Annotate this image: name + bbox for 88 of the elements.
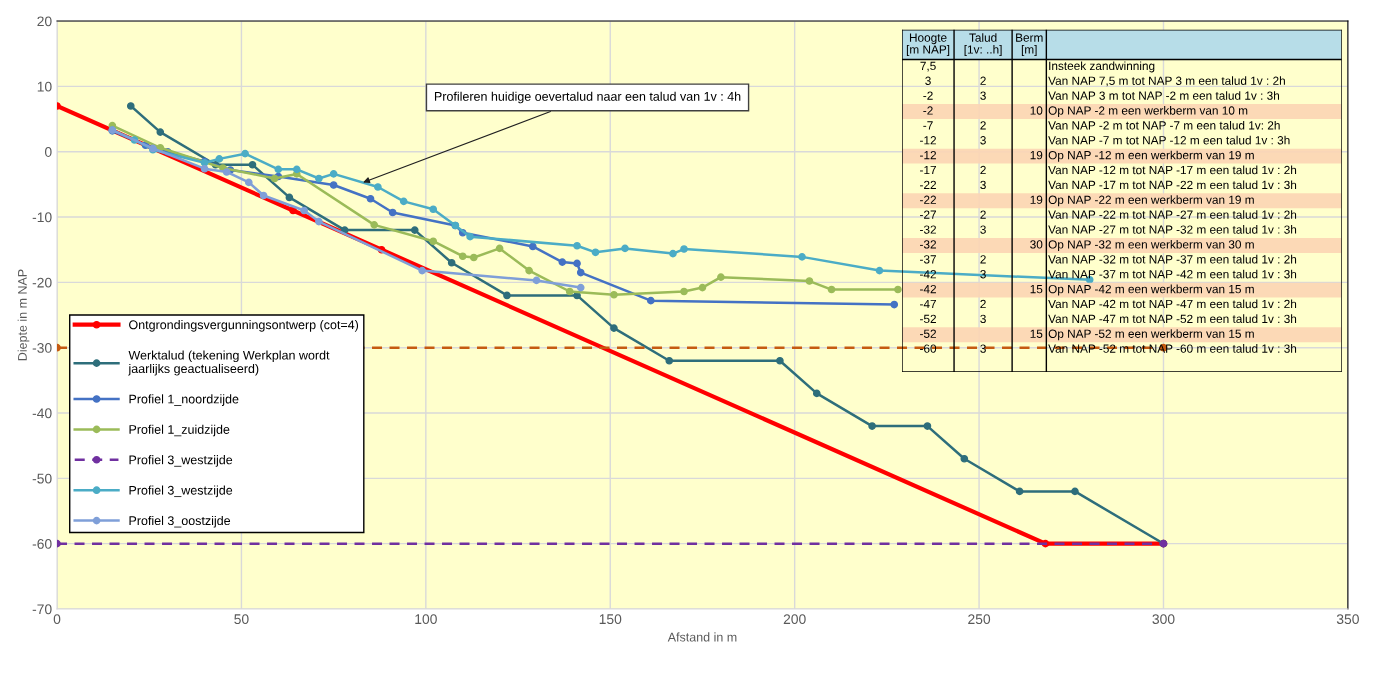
text: Op NAP -42 m een werkberm van 15 m [1048,284,1254,296]
text: 30 [1030,240,1043,249]
text: 3 [980,136,986,145]
text: -37 [920,255,936,264]
category-label: Berm [m] [1016,33,1043,57]
x-tick-label: 200 [783,614,806,625]
text: 19 [1030,150,1043,160]
y-tick-label: -20 [32,277,52,288]
text: 2 [980,165,986,175]
x-tick-label: 150 [599,614,622,625]
text: Van NAP -2 m tot NAP -7 m een talud 1v: 2h [1048,120,1280,130]
legend-label: Profiel 1_zuidzijde [129,424,230,437]
text: -47 [920,299,936,309]
text: -32 [920,240,936,249]
text: Op NAP -2 m een werkberm van 10 m [1048,106,1248,118]
text: -22 [920,195,936,204]
y-tick-label: 20 [37,16,52,27]
y-tick-label: 0 [44,147,52,157]
text: -12 [920,136,936,145]
x-tick-label: 0 [53,614,61,625]
category-label: Talud [1v: ..h] [964,33,1002,57]
text: 2 [980,255,986,264]
text: Van NAP -47 m tot NAP -52 m een talud 1v : 3h [1048,314,1297,324]
category-label: Hoogte [m NAP] [906,33,950,57]
legend-label: Profiel 3_westzijde [129,485,233,498]
text: 3 [980,225,986,234]
text: Van NAP -22 m tot NAP -27 m een talud 1v : 2h [1048,210,1297,219]
text: -12 [920,150,936,160]
legend-label: Ontgrondingsvergunningsontwerp (cot=4) [129,320,359,332]
x-tick-label: 300 [1152,614,1175,625]
text: Van NAP 3 m tot NAP -2 m een talud 1v : 3h [1048,91,1280,100]
x-axis-title: Afstand in m [667,632,737,642]
text: Op NAP -12 m een werkberm van 19 m [1048,150,1254,162]
text: 3 [925,76,931,85]
text: Van NAP -17 m tot NAP -22 m een talud 1v : 3h [1048,180,1297,190]
text: Van NAP 7,5 m tot NAP 3 m een talud 1v : 2h [1048,76,1285,87]
y-axis-title: Diepte in m NAP [17,269,30,361]
y-tick-label: -60 [32,538,52,549]
text: Van NAP -32 m tot NAP -37 m een talud 1v : 2h [1048,254,1297,264]
x-tick-label: 350 [1336,614,1359,625]
text: 15 [1030,285,1043,294]
text: Van NAP -42 m tot NAP -47 m een talud 1v : 2h [1048,299,1297,309]
text: -52 [920,329,936,338]
text: -2 [923,91,933,100]
text: 19 [1030,195,1043,204]
text: -52 [920,314,936,324]
text: -27 [920,210,936,219]
text: Van NAP -7 m tot NAP -12 m een talud 1v : 3h [1048,135,1290,145]
y-tick-label: -10 [32,212,52,223]
text: 3 [980,270,986,279]
legend-label: Profiel 3_westzijde [129,455,233,467]
annotation: Profileren huidige oevertalud naar een talud van 1v : 4h [434,91,741,104]
text: 3 [980,314,986,324]
text: 3 [980,180,986,190]
text: -42 [920,284,936,294]
text: 2 [980,121,986,130]
text: 3 [980,91,986,100]
text: -60 [920,344,937,353]
text: -7 [923,121,933,130]
text: 2 [980,299,986,309]
text: Op NAP -22 m een werkberm van 19 m [1048,195,1254,207]
text: -17 [920,165,936,175]
text: 10 [1030,106,1043,115]
text: -32 [920,225,936,234]
text: 15 [1030,329,1043,338]
x-tick-label: 50 [234,614,249,625]
text: 2 [980,76,986,85]
text: Van NAP -12 m tot NAP -17 m een talud 1v : 2h [1048,165,1297,175]
text: Op NAP -52 m een werkberm van 15 m [1048,329,1254,341]
y-tick-label: -50 [32,473,52,484]
text: -22 [920,180,936,189]
x-tick-label: 250 [968,614,991,625]
text: 2 [980,210,986,219]
y-tick-label: 10 [37,81,52,92]
y-tick-label: -30 [32,343,52,353]
text: Insteek zandwinning [1049,61,1155,73]
y-tick-label: -70 [32,604,52,615]
legend-label: Profiel 1_noordzijde [129,394,239,406]
text: Op NAP -32 m een werkberm van 30 m [1048,239,1254,251]
x-tick-label: 100 [415,614,437,625]
legend-label: Profiel 3_oostzijde [129,515,231,528]
text: -2 [923,106,933,115]
legend-label: Werktalud (tekening Werkplan wordt jaarlijks geactualiseerd) [128,350,330,376]
text: 3 [980,344,986,353]
text: 7,5 [920,61,936,72]
text: Van NAP -37 m tot NAP -42 m een talud 1v : 3h [1048,269,1297,279]
y-tick-label: -40 [32,408,52,419]
text: Van NAP -27 m tot NAP -32 m een talud 1v : 3h [1048,225,1297,234]
